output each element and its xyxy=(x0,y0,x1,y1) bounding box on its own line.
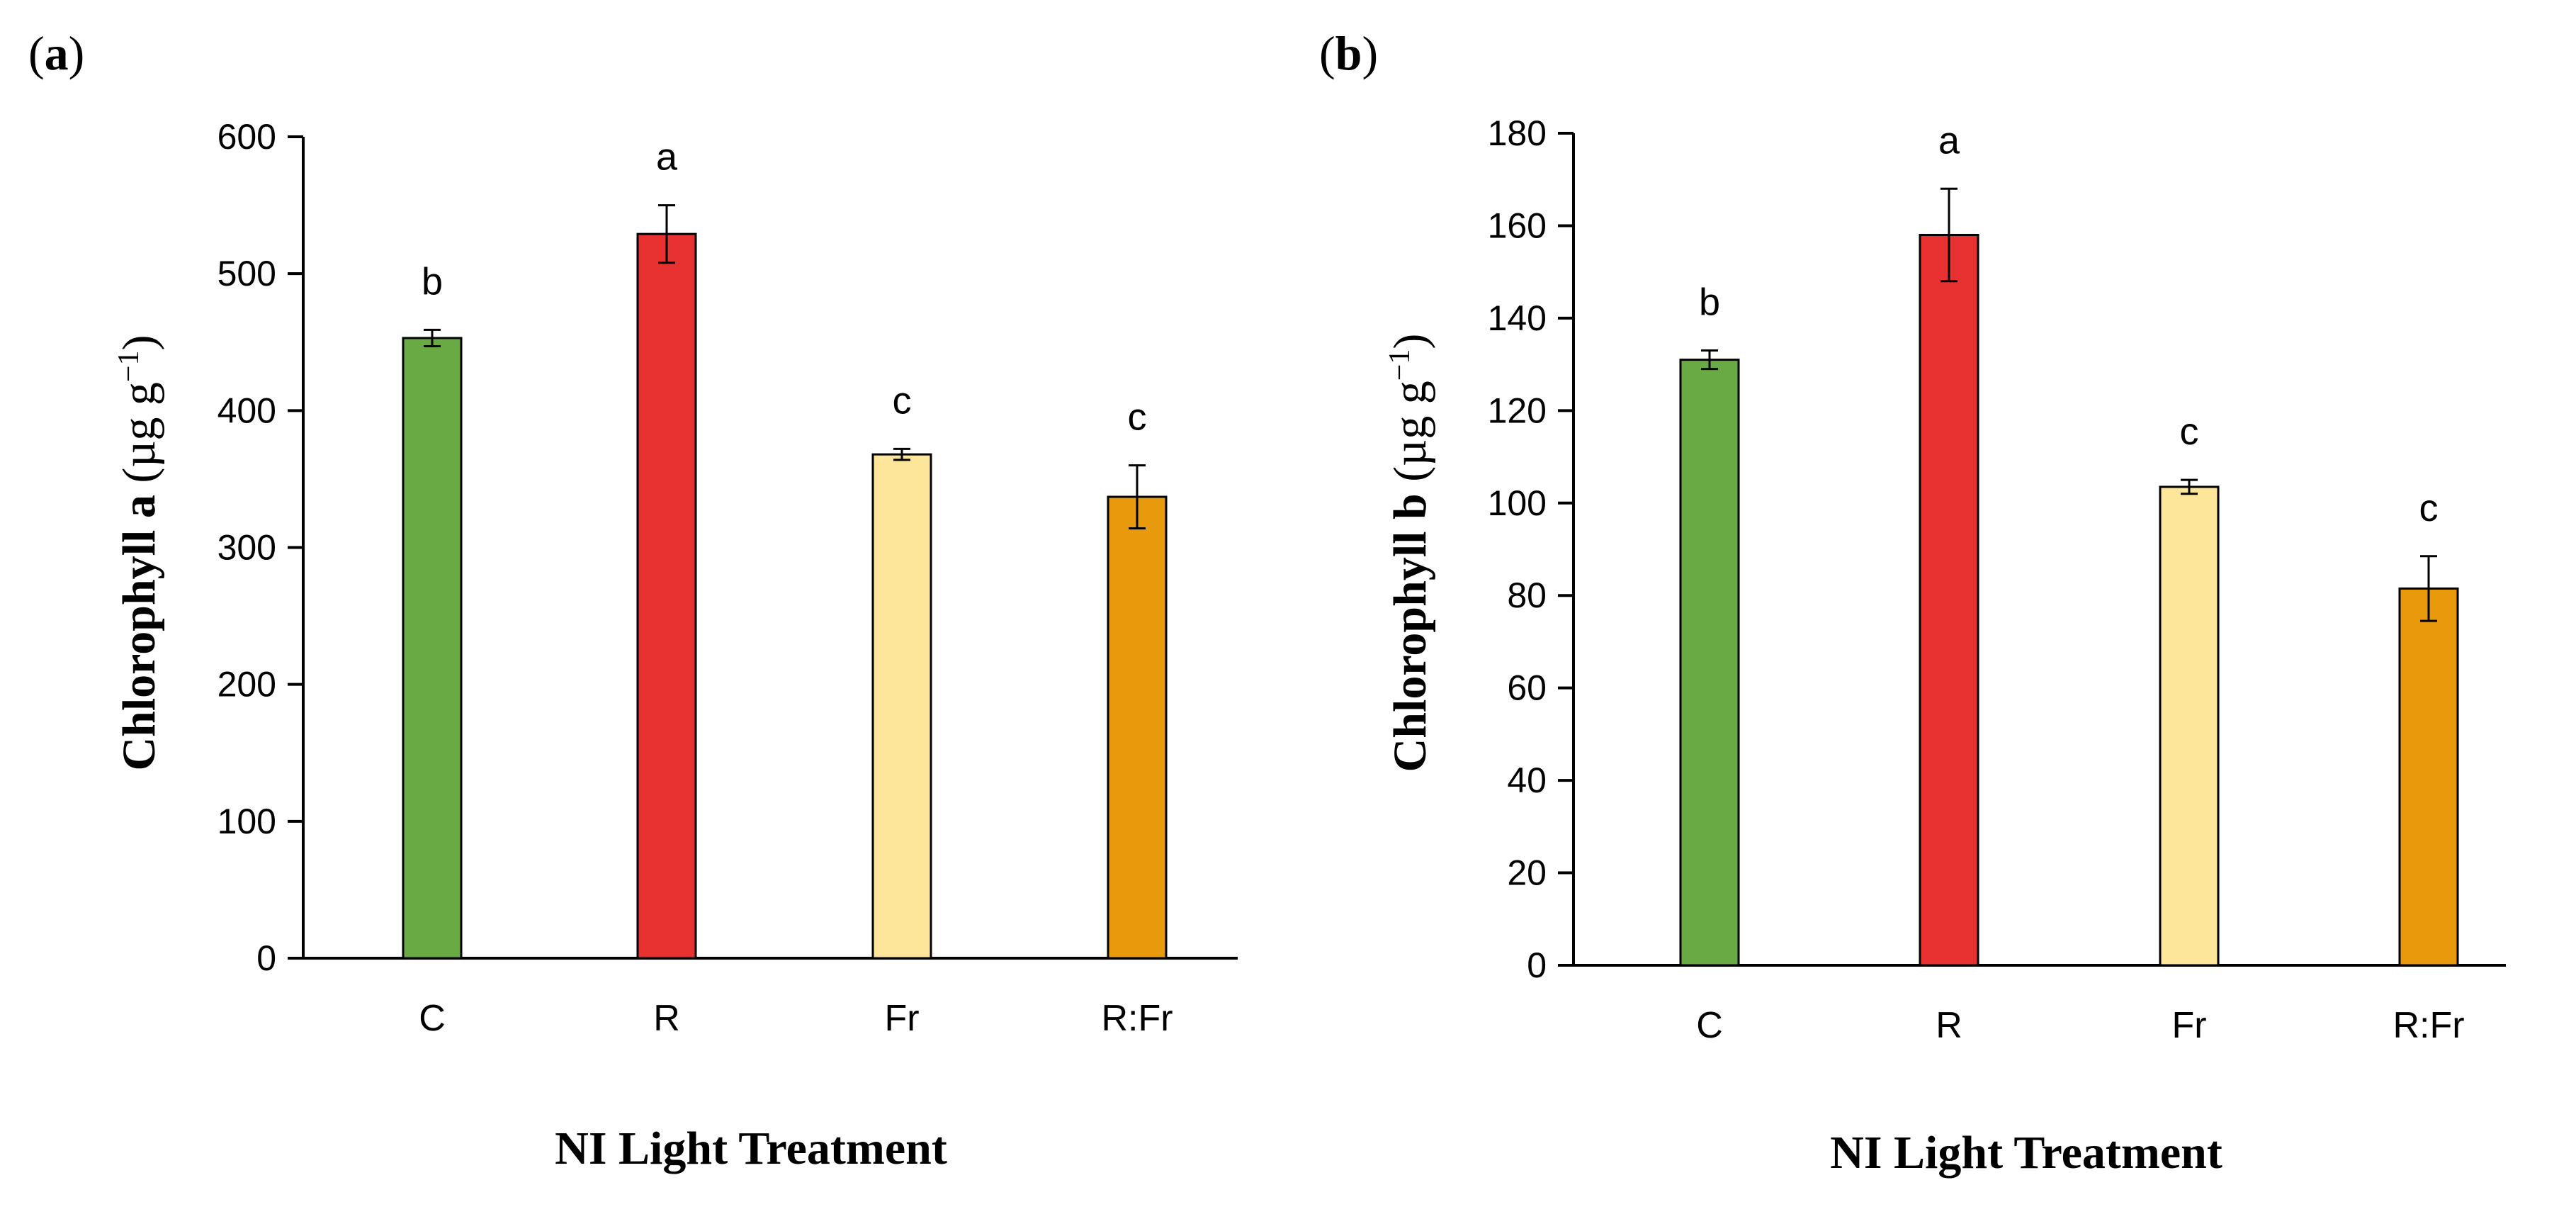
panel-a-significance-label: c xyxy=(893,379,912,422)
panel-a-y-ticks: 0 100 200 300 400 500 600 xyxy=(218,117,303,978)
panel-a-y-tick-label: 300 xyxy=(218,528,276,568)
panel-a-significance-label: a xyxy=(656,136,678,179)
panel-b-significance-label: c xyxy=(2419,487,2439,529)
panel-a-y-tick-label: 0 xyxy=(256,938,276,978)
panel-a-y-label-sup: −1 xyxy=(113,350,145,382)
panel-a-category-label: Fr xyxy=(884,998,919,1039)
panel-a-significance-label: b xyxy=(422,260,443,303)
panel-b-category-label: C xyxy=(1696,1005,1723,1046)
panel-b-y-tick-label: 20 xyxy=(1507,853,1547,893)
panel-b-y-tick-label: 180 xyxy=(1488,113,1547,153)
panel-b-label: (b) xyxy=(1319,26,1378,80)
panel-a-category-label: R xyxy=(653,998,680,1039)
panel-a-y-label: Chlorophyll a (µg g−1) xyxy=(113,335,165,770)
panel-b-letter: b xyxy=(1335,26,1362,80)
panel-a-bar-r xyxy=(636,232,697,960)
panel-a-category-label: C xyxy=(419,998,446,1039)
panel-b-y-tick-label: 120 xyxy=(1488,391,1547,430)
panel-b-bar-c xyxy=(1679,359,1740,967)
panel-a-y-tick-label: 200 xyxy=(218,665,276,704)
panel-b-y-label: Chlorophyll b (µg g−1) xyxy=(1384,334,1436,773)
panel-a-y-tick-label: 400 xyxy=(218,391,276,430)
panel-b-category-label: R:Fr xyxy=(2393,1005,2464,1046)
panel-a-y-label-unit: (µg g xyxy=(113,382,165,483)
panel-b-y-tick-label: 140 xyxy=(1488,298,1547,338)
panel-b-category-label: Fr xyxy=(2171,1005,2206,1046)
panel-a-y-tick-label: 100 xyxy=(218,802,276,841)
panel-b-significance-label: c xyxy=(2180,410,2199,453)
panel-a-y-label-main: Chlorophyll a xyxy=(113,495,165,770)
panel-b-significance-label: a xyxy=(1938,119,1960,162)
panel-b-y-ticks: 0 20 40 60 80 100 120 140 160 180 xyxy=(1488,113,1574,985)
panel-a-bars: b Ca Rc Fr c R:Fr xyxy=(402,136,1173,1039)
panel-b-y-tick-label: 100 xyxy=(1488,483,1547,523)
panel-b-y-tick-label: 160 xyxy=(1488,206,1547,245)
panel-b-y-label-unit: (µg g xyxy=(1384,381,1436,482)
panel-b-y-tick-label: 40 xyxy=(1507,760,1547,800)
panel-b-category-label: R xyxy=(1936,1005,1962,1046)
panel-b-chart: (b) 0 20 40 60 80 100 120 140 160 180 b Ca Rc Fr c R:F… xyxy=(1319,26,2506,1179)
panel-b-y-tick-label: 80 xyxy=(1507,575,1547,615)
panel-b-bar-fr xyxy=(2159,485,2220,967)
panel-b-x-label: NI Light Treatment xyxy=(1830,1127,2222,1179)
panel-b-y-tick-label: 0 xyxy=(1527,945,1547,985)
panel-a-chart: (a) 0 100 200 300 400 500 600 b Ca Rc Fr c R:Fr Chl… xyxy=(28,26,1238,1174)
panel-b-y-label-close: ) xyxy=(1384,334,1436,349)
panel-b-bars: b Ca Rc Fr c R:Fr xyxy=(1679,119,2465,1046)
panel-a-x-label: NI Light Treatment xyxy=(555,1123,947,1174)
panel-b-bar-r xyxy=(1919,233,1979,967)
panel-b-y-label-main: Chlorophyll b xyxy=(1384,493,1436,772)
panel-a-label: (a) xyxy=(28,26,84,80)
panel-a-category-label: R:Fr xyxy=(1101,998,1173,1039)
panel-a-letter: a xyxy=(45,26,69,80)
panel-b-bar-r-fr xyxy=(2398,587,2459,967)
panel-a-bar-c xyxy=(402,337,463,960)
panel-b-y-label-sup: −1 xyxy=(1384,349,1416,381)
panel-a-bar-fr xyxy=(871,453,932,960)
panel-a-y-label-close: ) xyxy=(113,335,165,350)
panel-a-y-tick-label: 500 xyxy=(218,254,276,293)
panel-a-significance-label: c xyxy=(1128,396,1147,439)
panel-b-y-tick-label: 60 xyxy=(1507,668,1547,708)
panel-a-bar-r-fr xyxy=(1107,495,1168,960)
panel-a-y-tick-label: 600 xyxy=(218,117,276,157)
panel-b-significance-label: b xyxy=(1699,281,1720,324)
